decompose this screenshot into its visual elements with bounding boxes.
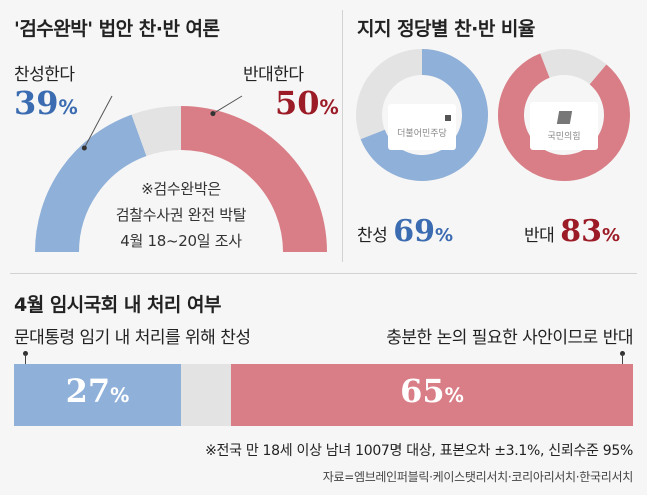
semicircle-support-arc [35,114,148,253]
survey-note: ※검수완박은 검찰수사권 완전 박탈 4월 18~20일 조사 [93,176,269,254]
support-unit: % [58,96,78,119]
semicircle-neutral-arc [131,106,182,157]
survey-note-line3: 4월 18~20일 조사 [120,232,242,250]
bar-oppose-unit: % [444,384,464,407]
semicircle-chart [35,95,327,253]
bar-support-number: 27 [65,372,111,410]
bar-support-value: 27% [14,372,181,410]
party-oppose-number: 83 [560,214,603,249]
divider-horizontal [10,273,637,274]
donut-0-value-arc [360,49,488,181]
party-support-label: 찬성 [357,226,388,246]
bar-oppose-connector [622,354,623,366]
bar-oppose-marker [620,351,625,356]
data-source: 자료=엠브레인퍼블릭·케이스탯리서치·코리아리서치·한국리서치 [322,470,634,484]
bar-support-label: 문대통령 임기 내 처리를 위해 찬성 [14,328,251,348]
support-label: 찬성한다 [14,65,75,85]
ppp-logo: 국민의힘 [530,102,598,150]
democratic-party-logo: 더불어민주당 [388,104,456,150]
party-donut-charts [356,49,630,181]
ppp-mark-icon [556,110,572,124]
oppose-label: 반대한다 [243,65,304,85]
support-number: 39 [14,84,59,122]
bar-oppose-segment: 65% [231,364,633,426]
section3-title: 4월 임시국회 내 처리 여부 [14,294,221,316]
survey-note-line2: 검찰수사권 완전 박탈 [115,206,247,224]
party-oppose-stat: 반대 83% [524,214,620,249]
bar-support-segment: 27% [14,364,181,426]
oppose-leader-line-dot [210,111,216,117]
bar-oppose-label: 충분한 논의 필요한 사안이므로 반대 [386,328,633,348]
support-leader-line [83,95,113,149]
bar-oppose-value: 65% [231,372,633,410]
party-oppose-value: 83% [560,214,620,249]
support-leader-line-dot [81,145,87,151]
oppose-value: 50% [275,84,339,122]
party-support-value: 69% [393,214,453,249]
donut-1-value-arc [498,53,630,181]
survey-footnote: ※전국 만 18세 이상 남녀 1007명 대상, 표본오차 ±3.1%, 신뢰… [205,443,633,459]
survey-note-line1: ※검수완박은 [141,180,221,198]
semicircle-oppose-arc [180,106,327,253]
divider-vertical [342,10,343,262]
party-support-unit: % [435,225,454,246]
party-oppose-unit: % [602,225,621,246]
section2-title: 지지 정당별 찬·반 비율 [357,18,535,40]
oppose-unit: % [319,96,339,119]
bar-support-unit: % [110,384,130,407]
bar-support-marker [23,351,28,356]
logo-mark-icon [445,115,451,121]
bar-oppose-number: 65 [400,372,445,410]
party-support-number: 69 [393,214,436,249]
party-support-stat: 찬성 69% [357,214,453,249]
democratic-party-name: 더불어민주당 [397,129,447,139]
section1-title: '검수완박' 법안 찬·반 여론 [14,18,220,40]
oppose-leader-line [212,95,243,115]
oppose-number: 50 [275,84,320,122]
support-value: 39% [14,84,78,122]
party-oppose-label: 반대 [524,226,555,246]
bar-support-connector [25,354,26,366]
ppp-name: 국민의힘 [547,131,581,142]
